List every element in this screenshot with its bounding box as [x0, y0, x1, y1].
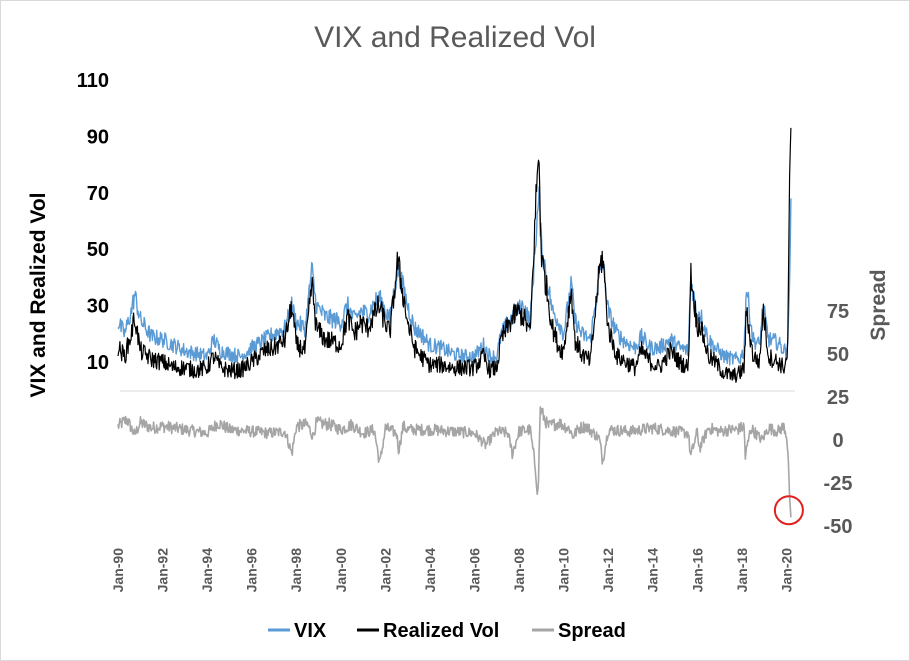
right-tick-label: -50 [824, 516, 853, 538]
x-tick-label: Jan-04 [422, 548, 438, 593]
series-line-realized-vol [117, 127, 792, 383]
legend-label: Spread [558, 620, 626, 642]
legend-label: Realized Vol [383, 620, 499, 642]
x-tick-label: Jan-98 [288, 548, 304, 593]
right-axis-title: Spread [867, 269, 890, 340]
right-axis-ticks: -50 -25 0 25 50 75 [824, 301, 853, 538]
left-tick-label: 110 [77, 70, 109, 92]
right-tick-label: 25 [827, 387, 849, 409]
chart-title: VIX and Realized Vol [314, 21, 596, 54]
left-tick-label: 50 [87, 239, 109, 261]
right-tick-label: -25 [824, 473, 853, 495]
x-axis-ticks: Jan-90 Jan-92 Jan-94 Jan-96 Jan-98 Jan-00 Jan-… [110, 548, 794, 593]
right-tick-label: 0 [832, 430, 843, 452]
x-tick-label: Jan-12 [600, 548, 616, 593]
series-layer [117, 127, 792, 518]
x-tick-label: Jan-20 [778, 548, 794, 593]
x-tick-label: Jan-92 [155, 548, 171, 593]
left-axis-title: VIX and Realized Vol [27, 193, 50, 398]
x-tick-label: Jan-90 [110, 548, 126, 593]
x-tick-label: Jan-10 [556, 548, 572, 593]
right-tick-label: 50 [827, 344, 849, 366]
legend: VIX Realized Vol Spread [268, 620, 626, 642]
series-line-spread [117, 406, 792, 518]
x-tick-label: Jan-14 [645, 548, 661, 593]
x-tick-label: Jan-06 [466, 548, 482, 593]
left-axis-ticks: 10 30 50 70 90 110 [77, 70, 109, 374]
right-tick-label: 75 [827, 301, 849, 323]
x-tick-label: Jan-02 [377, 548, 393, 593]
left-tick-label: 10 [87, 352, 109, 374]
x-tick-label: Jan-18 [734, 548, 750, 593]
x-tick-label: Jan-00 [333, 548, 349, 593]
legend-label: VIX [294, 620, 327, 642]
left-tick-label: 70 [87, 183, 109, 205]
x-tick-label: Jan-94 [199, 548, 215, 593]
x-tick-label: Jan-08 [511, 548, 527, 593]
x-tick-label: Jan-16 [689, 548, 705, 593]
series-line-vix [117, 186, 792, 366]
left-tick-label: 90 [87, 126, 109, 148]
x-tick-label: Jan-96 [244, 548, 260, 593]
left-tick-label: 30 [87, 296, 109, 318]
highlight-circle [773, 495, 804, 526]
